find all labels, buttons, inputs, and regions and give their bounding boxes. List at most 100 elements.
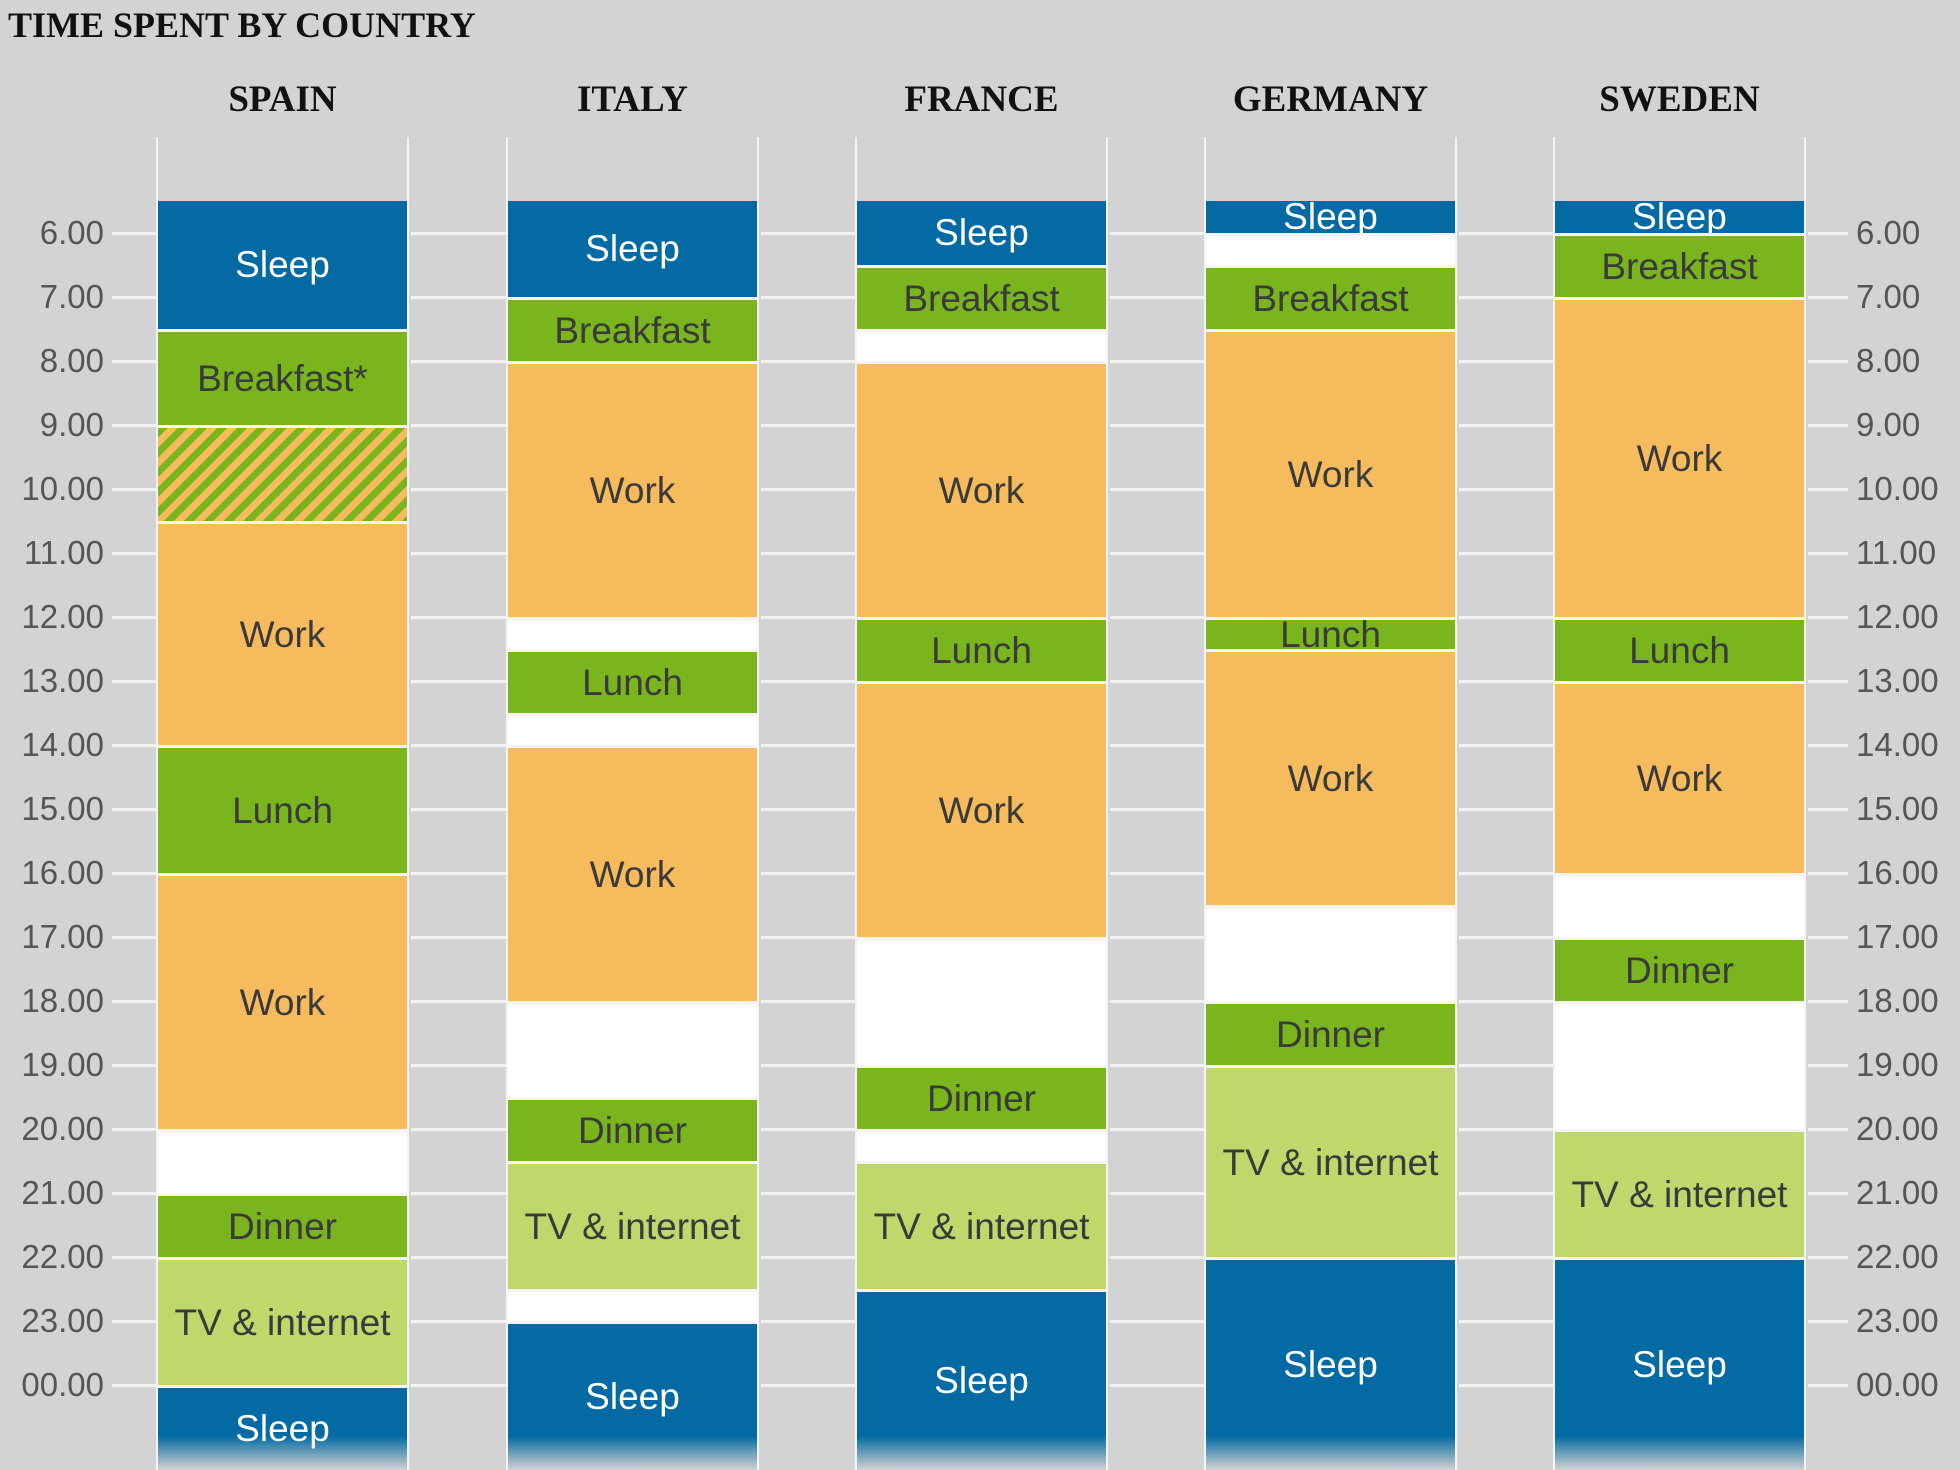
gridline (1110, 552, 1206, 555)
gridline (112, 424, 158, 427)
gridline (411, 680, 508, 683)
segment-label: Dinner (228, 1205, 337, 1247)
gridline (1110, 616, 1206, 619)
gridline (761, 360, 857, 363)
y-axis-tick-left: 16.00 (21, 854, 104, 891)
y-axis-tick-right: 10.00 (1856, 470, 1939, 507)
gridline (761, 808, 857, 811)
segment-tv-internet: TV & internet (508, 1161, 757, 1289)
y-axis-tick-right: 13.00 (1856, 662, 1939, 699)
y-axis-tick-left: 18.00 (21, 982, 104, 1019)
segment-free (1555, 1001, 1804, 1129)
segment-sleep: Sleep (1555, 201, 1804, 233)
segment-label: Sleep (1283, 201, 1378, 233)
gridline (112, 488, 158, 491)
gridline (1459, 1256, 1555, 1259)
segment-label: Dinner (927, 1077, 1036, 1119)
segment-label: Sleep (1632, 201, 1727, 233)
y-axis-tick-right: 9.00 (1856, 406, 1921, 443)
gridline (1110, 296, 1206, 299)
column-fade-top (1206, 137, 1455, 171)
gridline (1110, 488, 1206, 491)
gridline (411, 1064, 508, 1067)
segment-work: Work (1206, 649, 1455, 905)
gridline (761, 616, 857, 619)
segment-label: Dinner (1276, 1013, 1385, 1055)
gridline (761, 1384, 857, 1387)
segment-sleep: Sleep (1206, 1257, 1455, 1470)
gridline (1459, 680, 1555, 683)
gridline (1459, 1384, 1555, 1387)
y-axis-tick-left: 23.00 (21, 1302, 104, 1339)
gridline (112, 808, 158, 811)
gridline (1808, 1064, 1848, 1067)
segment-label: TV & internet (174, 1301, 391, 1343)
y-axis-tick-right: 14.00 (1856, 726, 1939, 763)
gridline (761, 680, 857, 683)
gridline (1110, 872, 1206, 875)
gridline (112, 1064, 158, 1067)
gridline (1459, 360, 1555, 363)
gridline (1459, 296, 1555, 299)
gridline (761, 1192, 857, 1195)
segment-label: Work (1636, 437, 1723, 479)
segment-free (158, 1129, 407, 1193)
segment-hatch (158, 425, 407, 521)
y-axis-tick-left: 7.00 (39, 278, 104, 315)
gridline (761, 424, 857, 427)
y-axis-tick-left: 13.00 (21, 662, 104, 699)
segment-free (1206, 233, 1455, 265)
segment-tv-internet: TV & internet (1555, 1129, 1804, 1257)
gridline (411, 616, 508, 619)
gridline (1808, 872, 1848, 875)
gridline (761, 296, 857, 299)
segment-free (857, 1129, 1106, 1161)
segment-breakfast: Breakfast (508, 297, 757, 361)
segment-label: Work (1287, 757, 1374, 799)
segment-label: Sleep (1283, 1344, 1378, 1385)
gridline (1808, 360, 1848, 363)
segment-lunch: Lunch (857, 617, 1106, 681)
gridline (1110, 360, 1206, 363)
segment-label: Dinner (578, 1109, 687, 1151)
segment-tv-internet: TV & internet (857, 1161, 1106, 1289)
column-fade-top (508, 137, 757, 171)
gridline (1110, 1128, 1206, 1131)
gridline (1459, 424, 1555, 427)
gridline (1110, 936, 1206, 939)
gridline (112, 296, 158, 299)
y-axis-tick-left: 10.00 (21, 470, 104, 507)
segment-label: Work (1287, 453, 1374, 495)
gridline (1808, 296, 1848, 299)
gridline (1808, 808, 1848, 811)
gridline (411, 1128, 508, 1131)
segment-free (857, 329, 1106, 361)
segment-free (1555, 873, 1804, 937)
segment-label: Sleep (1632, 1344, 1727, 1385)
gridline (1459, 1128, 1555, 1131)
segment-work: Work (1555, 297, 1804, 617)
y-axis-tick-right: 12.00 (1856, 598, 1939, 635)
segment-free (508, 1001, 757, 1097)
gridline (1110, 680, 1206, 683)
gridline (1808, 424, 1848, 427)
y-axis-tick-right: 6.00 (1856, 214, 1921, 251)
gridline (112, 552, 158, 555)
gridline (761, 1000, 857, 1003)
segment-label: Breakfast (1252, 277, 1409, 319)
y-axis-tick-left: 20.00 (21, 1110, 104, 1147)
y-axis-tick-left: 8.00 (39, 342, 104, 379)
gridline (1459, 872, 1555, 875)
y-axis-tick-right: 16.00 (1856, 854, 1939, 891)
country-header-spain: SPAIN (228, 79, 337, 120)
gridline (1808, 616, 1848, 619)
y-axis-tick-left: 19.00 (21, 1046, 104, 1083)
gridline (1808, 680, 1848, 683)
segment-label: TV & internet (1571, 1173, 1788, 1215)
segment-work: Work (158, 873, 407, 1129)
segment-sleep: Sleep (508, 201, 757, 297)
segment-work: Work (857, 361, 1106, 617)
segment-label: Lunch (1629, 629, 1730, 671)
gridline (1110, 1256, 1206, 1259)
gridline (1808, 232, 1848, 235)
